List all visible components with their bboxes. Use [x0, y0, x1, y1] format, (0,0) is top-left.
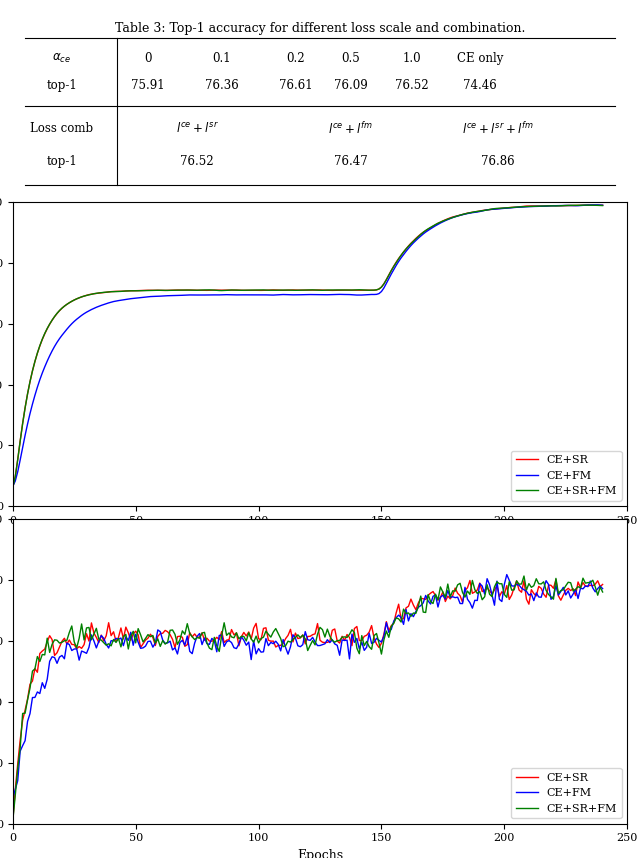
CE+SR	[594, 576, 602, 586]
Text: 74.46: 74.46	[463, 79, 497, 93]
CE+SR	[346, 285, 353, 295]
CE+SR	[444, 214, 452, 224]
Text: top-1: top-1	[47, 155, 77, 168]
CE+FM	[346, 654, 353, 664]
Text: 1.0: 1.0	[403, 51, 422, 65]
Text: 76.61: 76.61	[278, 79, 312, 93]
CE+SR+FM	[594, 590, 602, 601]
CE+SR	[76, 642, 83, 652]
CE+SR+FM	[582, 200, 589, 210]
Text: 76.36: 76.36	[205, 79, 239, 93]
Legend: CE+SR, CE+FM, CE+SR+FM: CE+SR, CE+FM, CE+SR+FM	[511, 450, 621, 501]
Line: CE+FM: CE+FM	[13, 205, 603, 486]
CE+SR	[9, 482, 17, 492]
Text: 76.09: 76.09	[334, 79, 367, 93]
CE+SR+FM	[346, 285, 353, 295]
CE+SR+FM	[444, 579, 452, 589]
Text: Loss comb: Loss comb	[30, 123, 93, 136]
CE+FM	[76, 312, 83, 323]
Text: 76.86: 76.86	[481, 155, 515, 168]
CE+FM	[444, 214, 452, 225]
Text: 75.91: 75.91	[131, 79, 164, 93]
CE+FM	[591, 200, 599, 210]
CE+SR	[599, 200, 607, 210]
Line: CE+FM: CE+FM	[13, 575, 603, 798]
CE+SR+FM	[444, 214, 452, 224]
CE+SR+FM	[346, 629, 353, 639]
Line: CE+SR: CE+SR	[13, 580, 603, 820]
CE+SR+FM	[520, 571, 528, 581]
Text: 76.47: 76.47	[334, 155, 367, 168]
Text: Table 3: Top-1 accuracy for different loss scale and combination.: Table 3: Top-1 accuracy for different lo…	[115, 22, 525, 35]
Text: $l^{ce}+l^{sr}+l^{fm}$: $l^{ce}+l^{sr}+l^{fm}$	[462, 121, 534, 136]
CE+SR	[9, 815, 17, 825]
Legend: CE+SR, CE+FM, CE+SR+FM: CE+SR, CE+FM, CE+SR+FM	[511, 768, 621, 819]
CE+SR	[232, 285, 240, 295]
CE+SR+FM	[232, 285, 240, 295]
CE+SR	[483, 205, 491, 215]
CE+FM	[232, 644, 240, 654]
Text: 0: 0	[144, 51, 152, 65]
Line: CE+SR+FM: CE+SR+FM	[13, 576, 603, 820]
CE+SR+FM	[483, 580, 491, 590]
CE+SR	[584, 200, 592, 210]
CE+SR+FM	[599, 201, 607, 211]
CE+FM	[444, 585, 452, 595]
CE+SR+FM	[76, 293, 83, 303]
CE+SR+FM	[76, 633, 83, 644]
Text: 76.52: 76.52	[396, 79, 429, 93]
CE+SR	[346, 632, 353, 643]
CE+SR	[232, 628, 240, 638]
Line: CE+SR: CE+SR	[13, 205, 603, 487]
CE+SR+FM	[9, 482, 17, 492]
CE+SR	[594, 200, 602, 210]
Text: 0.2: 0.2	[286, 51, 305, 65]
Text: 76.52: 76.52	[180, 155, 214, 168]
CE+FM	[594, 200, 602, 210]
CE+FM	[594, 583, 602, 594]
Text: (a)  training: (a) training	[282, 546, 358, 559]
CE+FM	[599, 200, 607, 210]
CE+SR	[483, 583, 491, 593]
Text: $l^{ce}+l^{fm}$: $l^{ce}+l^{fm}$	[328, 121, 373, 136]
CE+FM	[503, 570, 511, 580]
CE+SR+FM	[483, 205, 491, 215]
CE+SR+FM	[232, 628, 240, 638]
CE+SR	[76, 293, 83, 303]
X-axis label: Epochs: Epochs	[297, 532, 343, 545]
CE+FM	[9, 481, 17, 492]
CE+FM	[483, 205, 491, 215]
CE+FM	[599, 583, 607, 594]
CE+SR+FM	[9, 815, 17, 825]
Text: $l^{ce}+l^{sr}$: $l^{ce}+l^{sr}$	[175, 122, 219, 136]
Text: top-1: top-1	[47, 79, 77, 93]
CE+FM	[9, 793, 17, 803]
Line: CE+SR+FM: CE+SR+FM	[13, 205, 603, 487]
Text: $\alpha_{ce}$: $\alpha_{ce}$	[52, 51, 72, 65]
CE+FM	[483, 573, 491, 583]
CE+SR	[552, 575, 560, 585]
CE+SR+FM	[594, 200, 602, 210]
CE+FM	[346, 289, 353, 299]
CE+SR	[599, 579, 607, 589]
Text: 0.5: 0.5	[341, 51, 360, 65]
X-axis label: Epochs: Epochs	[297, 849, 343, 858]
CE+FM	[76, 655, 83, 665]
Text: CE only: CE only	[456, 51, 503, 65]
CE+SR	[444, 591, 452, 601]
CE+FM	[232, 290, 240, 300]
CE+SR+FM	[599, 587, 607, 597]
Text: 0.1: 0.1	[212, 51, 231, 65]
